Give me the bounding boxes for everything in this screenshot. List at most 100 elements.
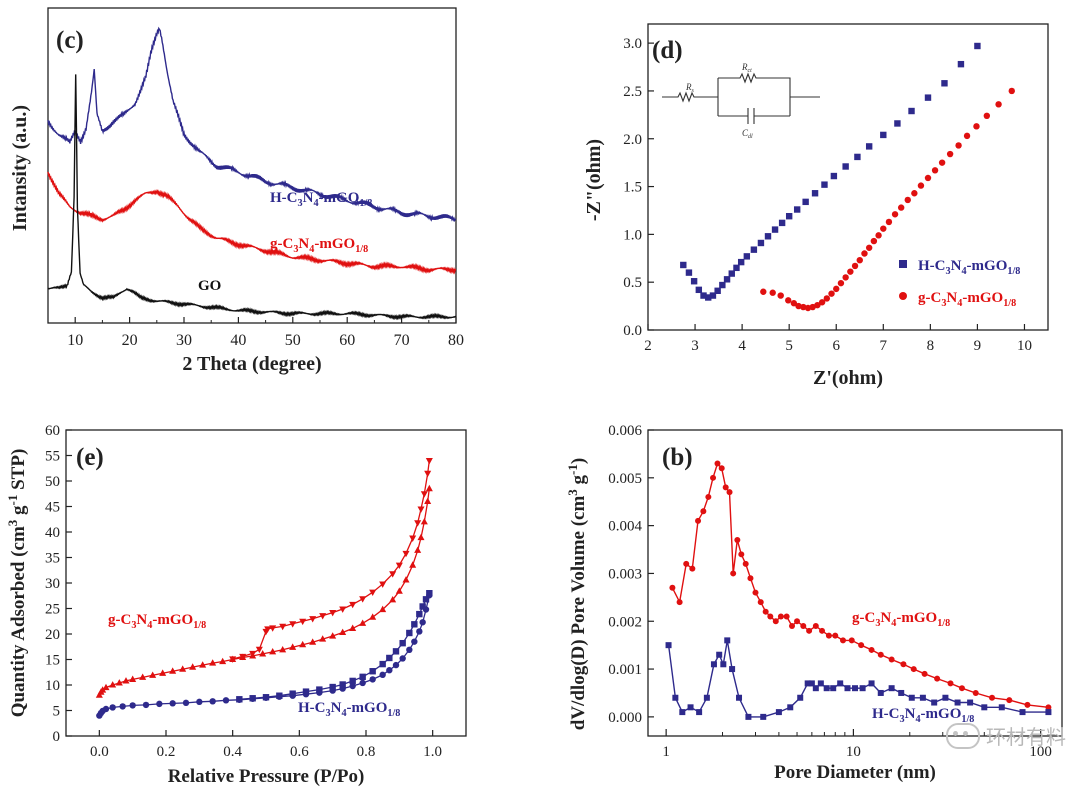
data-point [720,661,727,668]
data-point [419,619,426,626]
plot-frame [647,23,1049,331]
data-point [316,686,323,693]
y-tick-label: 0.006 [608,423,642,439]
data-point [426,590,433,597]
panel-d: 2 3 4 5 6 7 8 9 100.00.51.01.52.02.53.0Z'(ohm)-Z… [583,23,1049,389]
formula-subscript: 4 [961,266,966,277]
data-point [687,704,694,711]
data-point [710,661,717,668]
series-line [47,26,457,223]
data-point [420,517,428,525]
x-tick-label: 10 [846,744,861,760]
y-tick-label: 0.000 [608,710,642,726]
data-point [954,699,961,706]
y-tick-label: 20 [45,627,60,643]
data-point [425,458,433,465]
data-point [289,643,297,650]
x-tick-label: 100 [1029,744,1052,760]
data-point [785,297,792,304]
data-point [714,287,721,294]
data-point [156,700,163,708]
data-point [109,681,117,688]
formula-subscript: 4 [957,298,962,309]
data-point [859,685,866,692]
data-point [743,253,751,260]
data-point [196,698,203,706]
y-tick-label: 1.5 [623,180,642,196]
y-tick-label: 40 [45,525,60,541]
data-point [209,698,216,705]
data-point [808,680,815,687]
data-point [1024,701,1031,708]
formula-main: N [880,610,891,626]
data-point [695,286,703,294]
y-tick-label: 0.0 [623,323,642,339]
formula-main: H-C [872,706,900,722]
data-point [811,190,819,197]
x-tick-label: 30 [176,332,192,349]
data-point [931,699,938,706]
data-point [888,656,895,663]
y-tick-label: 1.0 [623,227,642,243]
data-point [425,484,433,492]
panel-e: 0.0 0.2 0.4 0.6 0.8 1.0 0 5 10 15 20 25 30 35 40 45 50 55… [5,423,467,787]
y-tick-label: 0.001 [608,662,642,678]
data-point [730,570,737,577]
data-point [718,465,725,472]
series-label: H-C3N4-mGO1/8 [872,706,974,725]
data-point [880,131,887,139]
circuit-label-subscript: dl [748,134,753,140]
y-tick-label: 50 [45,474,60,490]
y-axis-label: Intansity (a.u.) [9,105,31,231]
axis-label-part: STP) [8,449,29,495]
data-point [842,274,849,281]
data-point [775,709,782,716]
series-line [47,74,457,321]
data-point [844,685,851,692]
x-tick-label: 0.8 [357,744,376,760]
data-point [789,623,796,630]
series-label: g-C3N4-mGO1/8 [108,612,206,631]
y-axis-label: -Z"(ohm) [583,139,605,221]
data-point [868,646,875,653]
equivalent-circuit [662,72,820,124]
data-point [349,682,356,690]
data-point [169,700,176,707]
y-tick-label: 0.5 [623,275,642,291]
data-point [392,648,400,655]
data-point [716,651,723,658]
y-tick-label: 30 [45,576,60,592]
y-tick-label: 15 [45,653,60,669]
data-point [359,596,367,603]
data-point [828,290,835,297]
data-point [750,246,758,253]
data-point [931,167,939,174]
formula-main: -mGO [896,610,937,626]
data-point [734,536,741,543]
data-point [760,713,767,720]
data-point [142,701,150,709]
data-point [736,694,743,701]
series-label: g-C3N4-mGO1/8 [270,236,368,255]
data-point [957,60,965,68]
data-point [279,623,287,631]
y-tick-label: 2.5 [623,84,642,100]
data-point [830,172,838,180]
axis-label-part: dV/dlog(D) Pore Volume (cm [568,496,589,731]
x-tick-label: 70 [394,332,410,349]
data-point [289,621,297,628]
formula-subscript: 1/8 [387,708,400,719]
data-point [414,546,422,553]
formula-main: N [331,700,342,716]
x-tick-label: 40 [230,332,246,349]
data-point [417,506,425,513]
formula-subscript: 4 [341,708,346,719]
data-point [963,132,971,140]
data-point [339,606,347,613]
data-point [714,460,721,467]
data-point [269,625,277,632]
data-point [967,699,974,706]
data-point [329,683,336,691]
formula-subscript: 1/8 [961,714,974,725]
